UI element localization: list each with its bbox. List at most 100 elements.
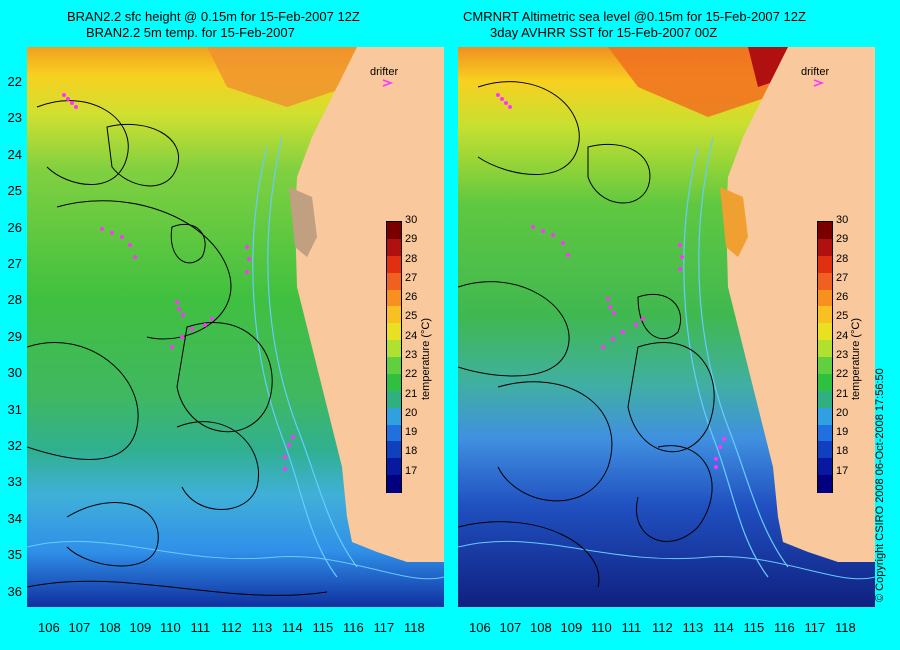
y-tick-label: 31 [7,401,22,417]
y-tick-label: 34 [7,510,22,526]
ssh-contour-4 [170,223,206,264]
ssh-contour-2 [587,143,651,204]
y-tick-label: 32 [7,438,22,453]
colorbar-tick-label: 22 [405,368,418,381]
x-tick-label: 115 [743,620,765,635]
colorbar-swatch [387,323,401,341]
ssh-contour-8 [637,293,682,340]
colorbar-tick-label: 18 [836,445,849,458]
right-colorbar [817,221,833,493]
colorbar-tick-label: 18 [405,445,418,458]
isobath-1 [698,136,789,568]
colorbar-swatch [818,390,832,409]
y-tick-label: 24 [7,146,22,162]
colorbar-swatch [387,458,401,476]
ssh-contour-8 [66,502,159,567]
left-map-panel: drifter [27,47,444,607]
drifter-tracks [62,93,295,471]
x-tick-label: 116 [343,620,364,635]
colorbar-tick-label: 20 [836,406,849,419]
colorbar-swatch [387,373,401,392]
colorbar-swatch [818,272,832,290]
colorbar-swatch [818,424,832,442]
x-tick-label: 106 [38,620,60,635]
colorbar-swatch [818,475,832,493]
colorbar-tick-label: 27 [405,271,418,284]
left-colorbar-axis-label: temperature (°C) [420,317,432,400]
x-tick-label: 109 [560,620,583,635]
ssh-contour-6 [176,322,273,433]
colorbar-swatch [818,289,832,307]
y-tick-label: 36 [7,583,22,599]
x-tick-label: 106 [469,620,491,635]
x-tick-label: 107 [68,620,91,635]
colorbar-swatch [387,255,401,274]
right-map-svg: drifter [458,47,875,607]
y-tick-label: 23 [7,110,22,126]
colorbar-tick-label: 27 [836,271,849,284]
colorbar-swatch [387,407,401,425]
colorbar-tick-label: 26 [405,291,418,304]
colorbar-swatch [387,222,401,240]
y-tick-label: 33 [7,474,22,490]
colorbar-tick-label: 30 [836,214,849,226]
colorbar-swatch [818,306,832,324]
colorbar-tick-label: 25 [836,310,849,323]
x-tick-label: 113 [251,620,273,635]
colorbar-swatch [818,255,832,274]
x-tick-label: 112 [652,620,673,635]
colorbar-swatch [818,407,832,425]
ssh-contour-5 [27,342,139,460]
isobath-2 [683,146,769,578]
shark-bay [720,187,748,257]
x-tick-label: 111 [621,620,642,635]
shark-bay [289,187,317,257]
isobath-2 [252,146,338,578]
ssh-contour-6 [636,445,713,542]
land [295,47,444,562]
colorbar-tick-label: 21 [405,387,418,400]
colorbar-swatch [387,238,401,257]
colorbar-tick-label: 17 [405,464,418,477]
x-tick-label: 117 [373,620,395,635]
isobath-1 [267,136,358,568]
colorbar-tick-label: 24 [836,329,849,342]
x-tick-label: 116 [774,620,795,635]
colorbar-swatch [387,424,401,442]
colorbar-swatch [387,441,401,459]
colorbar-swatch [818,373,832,392]
isobath-3 [27,540,444,580]
colorbar-swatch [387,390,401,409]
colorbar-swatch [818,357,832,375]
left-title-line1: BRAN2.2 sfc height @ 0.15m for 15-Feb-20… [67,9,360,24]
left-colorbar [386,221,402,493]
left-map-svg: drifter [27,47,444,607]
colorbar-swatch [387,289,401,307]
colorbar-tick-label: 24 [405,329,418,342]
x-tick-label: 111 [190,620,211,635]
colorbar-swatch [387,306,401,324]
ssh-contour-2 [106,123,180,187]
colorbar-tick-label: 23 [836,349,849,361]
ssh-contour-1 [36,100,129,185]
isobath-3 [458,540,875,580]
drifter-legend-label: drifter [370,66,398,78]
y-tick-label: 26 [7,219,22,235]
ssh-contour-9 [27,580,328,596]
y-tick-label: 27 [7,256,22,271]
right-title-line1: CMRNRT Altimetric sea level @0.15m for 1… [463,9,806,24]
drifter-tracks [496,93,726,469]
colorbar-swatch [818,222,832,240]
y-tick-label: 25 [7,183,22,199]
x-tick-label: 117 [804,620,826,635]
colorbar-swatch [387,272,401,290]
right-map-panel: drifter [458,47,875,607]
colorbar-tick-label: 26 [836,291,849,304]
colorbar-swatch [387,475,401,493]
copyright-notice: © Copyright CSIRO 2008 06-Oct-2008 17:56… [874,368,886,602]
x-tick-label: 118 [835,620,856,635]
colorbar-tick-label: 29 [405,233,418,246]
right-colorbar-axis-label: temperature (°C) [850,317,862,400]
colorbar-tick-label: 17 [836,464,849,477]
colorbar-tick-label: 28 [836,252,849,265]
